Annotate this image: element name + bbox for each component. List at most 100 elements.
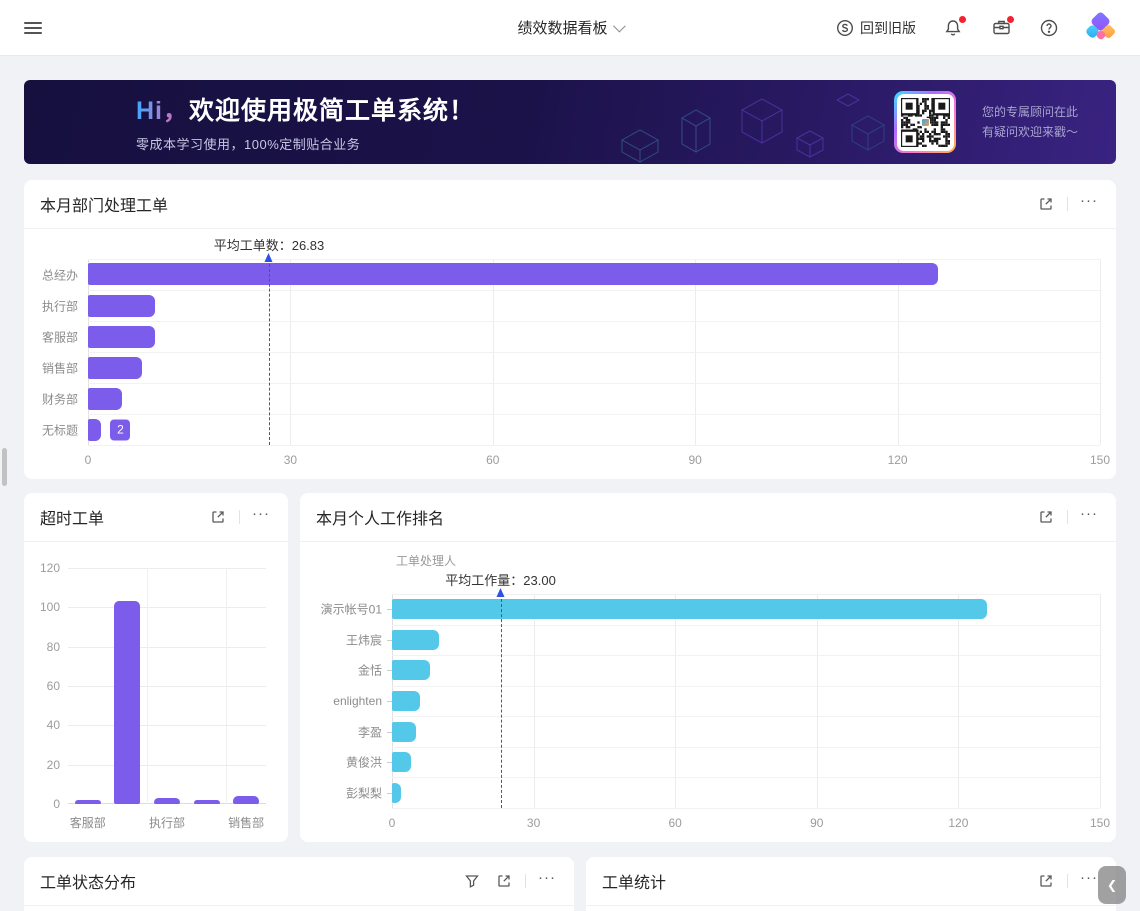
x-axis: 0 30 60 90 120 150	[84, 445, 1110, 471]
qr-center-logo	[920, 117, 930, 127]
more-menu-icon[interactable]: ···	[1080, 869, 1098, 886]
panel-title-stats: 工单统计	[602, 875, 667, 892]
y-tick-label: 40	[46, 718, 60, 733]
bar-黄俊洪[interactable]	[392, 752, 411, 773]
bar-李盈[interactable]	[392, 721, 416, 742]
bar-unnamed[interactable]	[193, 800, 220, 804]
menu-icon[interactable]	[24, 19, 42, 37]
x-tick-label: 90	[810, 816, 824, 830]
gridline	[68, 646, 266, 648]
panel-personal-ranking: 本月个人工作排名 ··· 演示帐号01 王炜宸 金恬 enlighten 李盈 黄俊洪 彭梨…	[300, 493, 1116, 842]
x-tick-label: 150	[1089, 453, 1111, 467]
y-tick-label: 120	[39, 561, 60, 575]
gridline	[68, 568, 266, 569]
qr-caption: 您的专属顾问在此 有疑问欢迎来戳～	[981, 105, 1078, 139]
axis-tick	[387, 701, 392, 702]
gridline	[958, 594, 960, 808]
gridline	[68, 725, 266, 727]
bar-执行部[interactable]	[88, 294, 156, 317]
gridline	[88, 321, 1100, 322]
y-tick-label: 20	[46, 757, 60, 772]
notification-bell-icon[interactable]	[942, 15, 966, 39]
bar-王炜宸[interactable]	[392, 629, 440, 650]
bar-总经办[interactable]	[88, 263, 939, 286]
dept-bar-chart[interactable]: 2 总经办 执行部 客服部 销售部 财务部 无标题 0 30 60 90 120 150 平均工单数：26…	[40, 233, 1110, 471]
more-menu-icon[interactable]: ···	[538, 869, 556, 886]
category-labels: 演示帐号01 王炜宸 金恬 enlighten 李盈 黄俊洪 彭梨梨	[316, 594, 392, 808]
help-icon[interactable]	[1038, 17, 1060, 39]
more-menu-icon[interactable]: ···	[1080, 192, 1098, 209]
axis-tick	[387, 670, 392, 672]
gridline	[68, 686, 266, 687]
x-tick-label: 0	[388, 816, 396, 830]
panel-title-personal: 本月个人工作排名	[316, 511, 445, 528]
bar-销售部[interactable]	[88, 356, 142, 379]
bar-财务部[interactable]	[88, 387, 122, 410]
y-axis: 0 20 40 60 80 100 120	[39, 561, 68, 811]
bar-彭梨梨[interactable]	[392, 782, 402, 803]
bar-客服部[interactable]	[74, 800, 101, 804]
category-label: 总经办	[41, 268, 78, 282]
more-menu-icon[interactable]: ···	[252, 505, 270, 522]
gridline	[1100, 259, 1101, 445]
panel-overtime-workorders: 超时工单 ··· 0 20 40 60 80 100 120 客服部 执行部 销售部	[24, 493, 288, 842]
collapse-panel-handle[interactable]: ❮	[1098, 866, 1126, 904]
average-line-arrow	[264, 253, 273, 262]
expand-icon[interactable]	[207, 506, 229, 528]
back-to-old-label: 回到旧版	[860, 19, 916, 36]
divider	[239, 510, 240, 524]
gridline	[88, 383, 1100, 384]
category-label: 执行部	[41, 299, 78, 313]
axis-tick	[387, 639, 392, 641]
x-tick-label: 60	[668, 816, 682, 830]
y-tick-label: 60	[46, 679, 60, 693]
banner-greeting: Hi，	[136, 97, 190, 125]
x-tick-label: 150	[1089, 816, 1111, 830]
average-line-label: 平均工单数：26.83	[213, 238, 325, 253]
chevron-down-icon	[613, 19, 626, 33]
gridline	[392, 655, 1100, 657]
workorder-briefcase-icon[interactable]	[990, 15, 1014, 39]
bar-unnamed[interactable]	[114, 601, 141, 804]
bar-客服部[interactable]	[88, 325, 156, 348]
bar-执行部[interactable]	[154, 798, 180, 804]
gridline	[533, 594, 535, 808]
category-label: 销售部	[228, 816, 265, 830]
bar-enlighten[interactable]	[392, 691, 421, 711]
category-label: 执行部	[148, 816, 186, 830]
message-badge	[1007, 15, 1014, 23]
more-menu-icon[interactable]: ···	[1080, 505, 1098, 522]
plot-area	[68, 568, 266, 804]
app-logo[interactable]	[1084, 10, 1117, 43]
average-line-label: 平均工作量：23.00	[445, 573, 556, 588]
expand-icon[interactable]	[1035, 870, 1057, 892]
category-label: 李盈	[357, 725, 382, 740]
y-tick-label: 0	[53, 797, 60, 811]
category-label: 销售部	[41, 361, 78, 375]
expand-icon[interactable]	[1035, 193, 1057, 215]
divider	[1067, 197, 1068, 211]
gridline	[392, 624, 1100, 626]
category-label: 客服部	[69, 816, 106, 830]
back-to-old-version-button[interactable]: 回到旧版	[836, 18, 916, 38]
average-line	[500, 594, 502, 808]
expand-icon[interactable]	[493, 870, 515, 892]
filter-icon[interactable]	[461, 870, 483, 892]
bar-销售部[interactable]	[233, 796, 260, 804]
y-tick-label: 100	[39, 600, 60, 615]
bar-无标题[interactable]	[88, 418, 102, 441]
bar-演示帐号01[interactable]	[392, 599, 987, 620]
page-title: 绩效数据看板	[517, 20, 608, 37]
bar-金恬[interactable]	[392, 660, 430, 681]
personal-bar-chart[interactable]: 演示帐号01 王炜宸 金恬 enlighten 李盈 黄俊洪 彭梨梨 0 30 60 90 120 15…	[316, 546, 1110, 834]
dashboard-title-dropdown[interactable]: 绩效数据看板	[517, 17, 626, 38]
gridline	[88, 445, 1100, 446]
gridline	[88, 259, 1100, 260]
x-tick-label: 0	[84, 453, 92, 467]
expand-icon[interactable]	[1035, 506, 1057, 528]
gridline	[1100, 594, 1101, 808]
x-tick-label: 30	[526, 816, 541, 830]
overtime-bar-chart[interactable]: 0 20 40 60 80 100 120 客服部 执行部 销售部	[40, 546, 272, 834]
left-scrollbar-thumb[interactable]	[2, 448, 7, 486]
category-label: 演示帐号01	[320, 602, 382, 617]
